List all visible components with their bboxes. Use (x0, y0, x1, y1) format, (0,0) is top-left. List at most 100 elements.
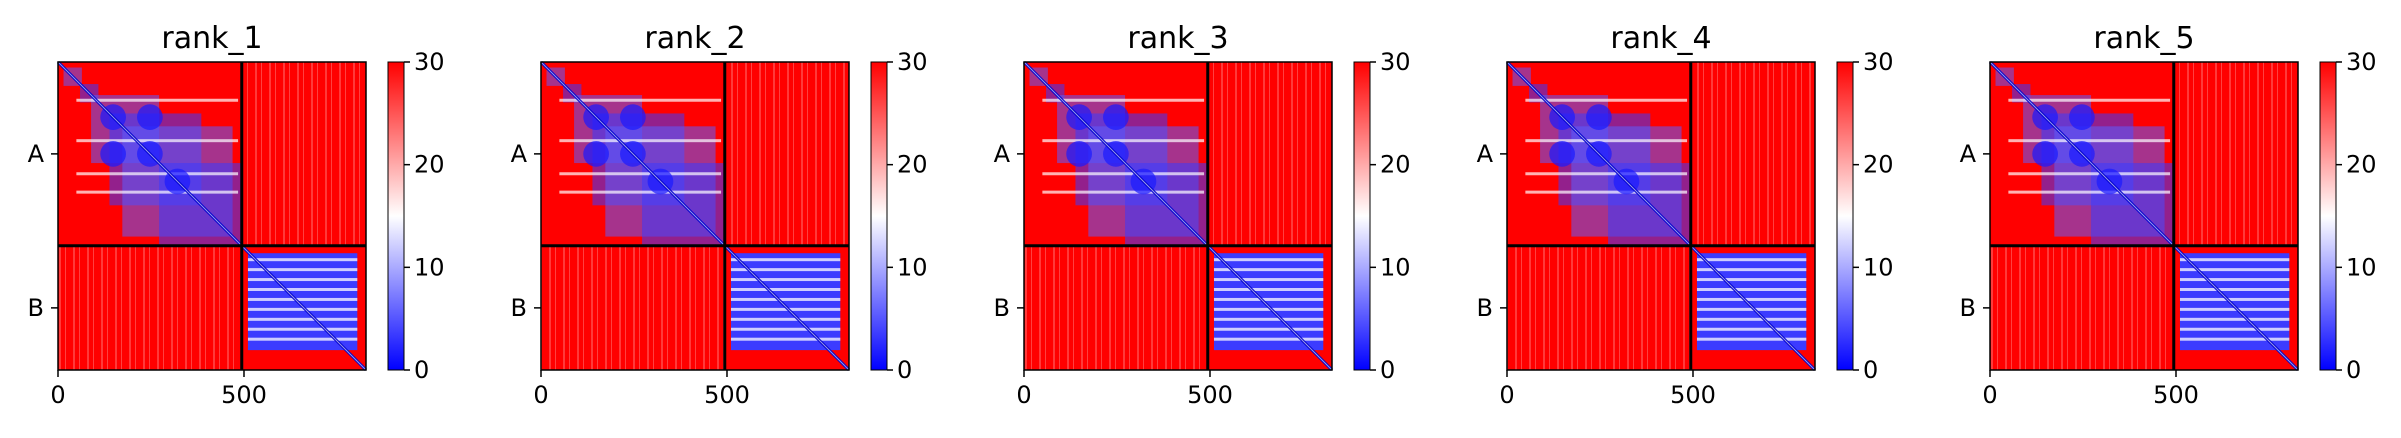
y-tick-label: B (28, 294, 44, 322)
colorbar-tick-label: 10 (2346, 253, 2377, 281)
texture-band (559, 98, 722, 102)
contact-spot (1586, 104, 1612, 130)
texture-band (730, 337, 841, 341)
texture-band (1042, 190, 1205, 194)
texture-band (559, 190, 722, 194)
interchain-block-ba (1507, 245, 1691, 370)
diagonal-highlight (1506, 61, 1816, 371)
texture-band (730, 317, 841, 321)
texture-band (2179, 327, 2290, 331)
texture-band (1213, 337, 1324, 341)
texture-band (1696, 327, 1807, 331)
contact-spot (137, 104, 163, 130)
texture-band (1213, 297, 1324, 301)
contact-spot (1103, 104, 1129, 130)
axes-frame (57, 61, 367, 371)
texture-band (76, 172, 239, 176)
interchain-block-ab (2173, 62, 2298, 246)
texture-band (247, 307, 358, 311)
texture-band (1696, 288, 1807, 292)
texture-band (2008, 139, 2171, 143)
panel-title: rank_2 (644, 21, 745, 56)
texture-band (2179, 258, 2290, 262)
texture-band (247, 317, 358, 321)
heatmap-panel-4: rank_4 0 500 A B 0 10 20 30 (1477, 21, 1894, 409)
texture-band (1696, 297, 1807, 301)
contact-spot (1549, 141, 1575, 167)
texture-band (2179, 268, 2290, 272)
interchain-block-ba (58, 245, 242, 370)
texture-band (247, 337, 358, 341)
texture-band (1213, 327, 1324, 331)
colorbar (387, 61, 405, 371)
colorbar-tick-label: 30 (1863, 48, 1894, 76)
texture-band (1696, 337, 1807, 341)
texture-band (730, 327, 841, 331)
texture-band (1525, 172, 1688, 176)
texture-band (730, 278, 841, 282)
texture-band (1696, 278, 1807, 282)
y-tick-label: A (28, 140, 45, 168)
x-tick-label: 500 (2153, 381, 2199, 409)
interchain-block-ba (1024, 245, 1208, 370)
texture-band (1213, 258, 1324, 262)
colorbar-tick-label: 0 (1380, 356, 1395, 384)
interchain-block-ab (1207, 62, 1332, 246)
contact-spot (2069, 104, 2095, 130)
panel-title: rank_5 (2093, 21, 2194, 56)
x-tick-label: 500 (1670, 381, 1716, 409)
axes-frame (540, 61, 850, 371)
colorbar-tick-label: 10 (1380, 253, 1411, 281)
x-tick-label: 500 (704, 381, 750, 409)
texture-band (1213, 268, 1324, 272)
texture-band (1042, 139, 1205, 143)
texture-band (2008, 172, 2171, 176)
texture-band (2179, 278, 2290, 282)
texture-band (1525, 139, 1688, 143)
colorbar-tick-label: 30 (414, 48, 445, 76)
texture-band (1696, 258, 1807, 262)
texture-band (2179, 307, 2290, 311)
heatmap-panel-2: rank_2 0 500 A B 0 10 20 30 (511, 21, 928, 409)
texture-band (1696, 268, 1807, 272)
colorbar-tick-label: 0 (897, 356, 912, 384)
texture-band (1213, 278, 1324, 282)
colorbar-tick-label: 10 (897, 253, 928, 281)
colorbar (1836, 61, 1854, 371)
colorbar-tick-label: 20 (2346, 151, 2377, 179)
colorbar (2319, 61, 2337, 371)
texture-band (2008, 98, 2171, 102)
y-tick-label: A (994, 140, 1011, 168)
texture-band (2179, 317, 2290, 321)
colorbar-tick-label: 20 (1380, 151, 1411, 179)
texture-band (1525, 190, 1688, 194)
diagonal-highlight (1023, 61, 1333, 371)
texture-band (730, 307, 841, 311)
interchain-block-ab (241, 62, 366, 246)
colorbar-tick-label: 0 (414, 356, 429, 384)
contact-spot (2032, 141, 2058, 167)
colorbar-tick-label: 30 (897, 48, 928, 76)
panel-title: rank_1 (161, 21, 262, 56)
colorbar-tick-label: 20 (414, 151, 445, 179)
texture-band (559, 172, 722, 176)
texture-band (2179, 297, 2290, 301)
colorbar-tick-label: 30 (1380, 48, 1411, 76)
texture-band (730, 268, 841, 272)
y-tick-label: B (511, 294, 527, 322)
y-tick-label: B (1477, 294, 1493, 322)
heatmap-panel-3: rank_3 0 500 A B 0 10 20 30 (994, 21, 1411, 409)
x-tick-label: 0 (50, 381, 65, 409)
texture-band (1213, 317, 1324, 321)
x-tick-label: 0 (533, 381, 548, 409)
colorbar (1353, 61, 1371, 371)
panel-title: rank_4 (1610, 21, 1711, 56)
texture-band (247, 278, 358, 282)
x-tick-label: 500 (1187, 381, 1233, 409)
y-tick-label: B (994, 294, 1010, 322)
texture-band (76, 190, 239, 194)
contact-spot (583, 141, 609, 167)
x-tick-label: 0 (1982, 381, 1997, 409)
diagonal-highlight (57, 61, 367, 371)
